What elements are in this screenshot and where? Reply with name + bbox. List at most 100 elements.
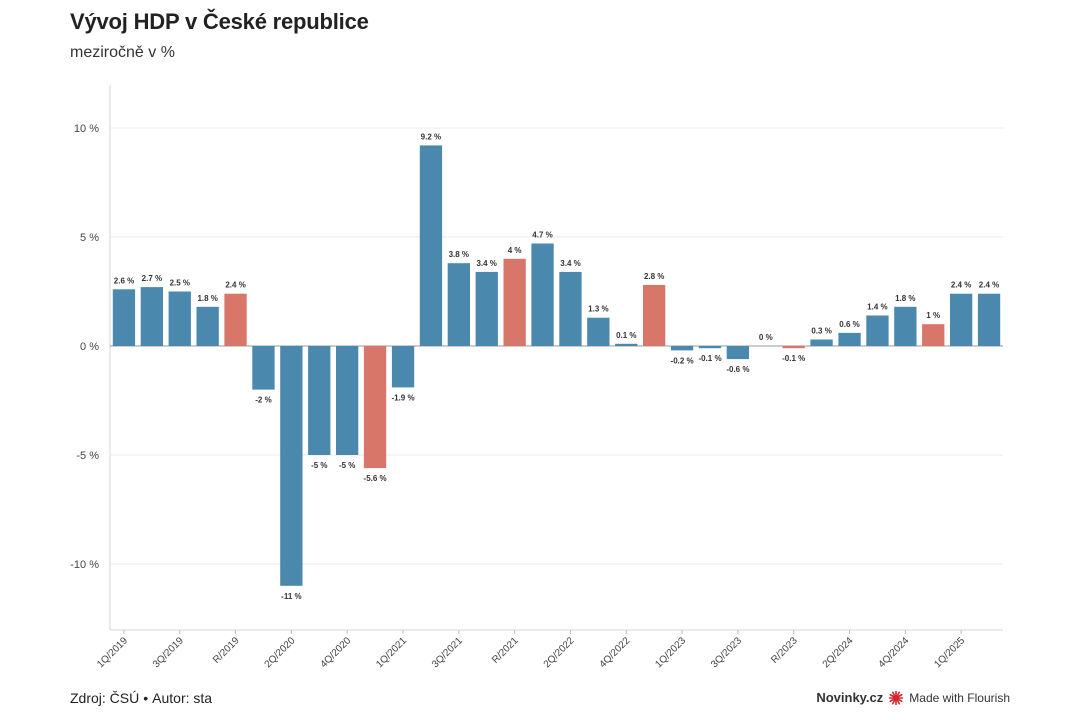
y-tick-label: -10 % <box>70 559 99 571</box>
x-tick-label: 2Q/2024 <box>821 635 856 670</box>
x-tick-label: 4Q/2024 <box>877 635 912 670</box>
data-label: 1 % <box>926 311 940 320</box>
data-label: 0.1 % <box>616 331 636 340</box>
data-label: 1.4 % <box>867 303 887 312</box>
data-label: -0.1 % <box>782 354 805 363</box>
data-labels: 2.6 % 2.7 % 2.5 % 1.8 % 2.4 % -2 % -11 % -5 % -5… <box>114 132 999 600</box>
bar-quarter[interactable] <box>866 315 889 347</box>
source-text: Zdroj: ČSÚ <box>70 690 140 706</box>
bar-quarter[interactable] <box>308 346 331 455</box>
data-label: 2.7 % <box>142 274 162 283</box>
x-tick-label: 2Q/2022 <box>542 635 577 670</box>
bar-quarter[interactable] <box>810 339 833 347</box>
bar-quarter[interactable] <box>252 346 275 390</box>
bar-quarter[interactable] <box>140 287 163 346</box>
bar-annual[interactable] <box>643 285 666 346</box>
data-label: -11 % <box>281 592 301 601</box>
data-label: 1.8 % <box>895 294 915 303</box>
bar-quarter[interactable] <box>475 271 498 346</box>
y-tick-label: 0 % <box>80 341 99 353</box>
data-label: 9.2 % <box>421 132 441 141</box>
data-label: 3.4 % <box>476 259 496 268</box>
x-tick-label: 1Q/2025 <box>932 635 967 670</box>
bar-quarter[interactable] <box>950 293 973 346</box>
source-note: Zdroj: ČSÚ • Autor: sta <box>70 690 212 706</box>
x-tick-label: R/2019 <box>211 635 242 666</box>
bar-quarter[interactable] <box>587 317 610 346</box>
bar-quarter[interactable] <box>280 346 303 586</box>
bar-quarter[interactable] <box>977 293 1001 346</box>
bar-quarter[interactable] <box>447 263 470 346</box>
bar-quarter[interactable] <box>615 343 638 346</box>
data-label: 0.6 % <box>839 320 859 329</box>
y-tick-label: 10 % <box>74 123 99 135</box>
x-tick-label: R/2021 <box>490 635 521 666</box>
data-label: 2.6 % <box>114 276 134 285</box>
data-label: -0.1 % <box>698 354 721 363</box>
chart-subtitle: meziročně v % <box>70 44 175 61</box>
y-tick-label: 5 % <box>80 232 99 244</box>
bar-annual[interactable] <box>224 293 247 346</box>
bar-annual[interactable] <box>363 346 387 469</box>
bar-quarter[interactable] <box>838 332 861 346</box>
data-label: 3.4 % <box>560 259 580 268</box>
made-with-flourish-link[interactable]: Made with Flourish <box>909 690 1010 705</box>
data-label: 2.8 % <box>644 272 664 281</box>
x-tick-label: 1Q/2021 <box>374 635 409 670</box>
bar-quarter[interactable] <box>112 289 136 346</box>
data-label: 4 % <box>508 246 522 255</box>
separator-dot: • <box>143 690 149 706</box>
x-axis-ticks: 1Q/2019 3Q/2019 R/2019 2Q/2020 4Q/2020 1Q/202… <box>95 630 968 670</box>
bar-quarter[interactable] <box>670 346 694 351</box>
bar-quarter[interactable] <box>419 145 443 346</box>
bars <box>112 145 1001 586</box>
data-label: 0.3 % <box>811 327 831 336</box>
x-tick-label: R/2023 <box>769 635 800 666</box>
bar-quarter[interactable] <box>336 346 359 455</box>
y-tick-label: -5 % <box>76 450 99 462</box>
bar-quarter[interactable] <box>559 271 582 346</box>
x-tick-label: 3Q/2021 <box>430 635 465 670</box>
bar-annual[interactable] <box>782 346 805 349</box>
author-text: Autor: sta <box>152 690 213 706</box>
data-label: 2.4 % <box>979 281 999 290</box>
flourish-icon-center <box>893 695 899 700</box>
data-label: -5 % <box>339 461 355 470</box>
bar-quarter[interactable] <box>391 346 415 388</box>
bar-quarter[interactable] <box>698 346 722 349</box>
data-label: 3.8 % <box>449 250 469 259</box>
x-tick-label: 2Q/2020 <box>263 635 298 670</box>
bar-quarter[interactable] <box>726 346 749 360</box>
bar-quarter[interactable] <box>894 306 917 346</box>
data-label: 2.4 % <box>225 281 245 290</box>
gridlines <box>109 85 1003 631</box>
data-label: 0 % <box>759 333 773 342</box>
x-tick-label: 1Q/2019 <box>95 635 130 670</box>
data-label: 2.4 % <box>951 281 971 290</box>
x-tick-label: 4Q/2022 <box>598 635 633 670</box>
x-tick-label: 3Q/2019 <box>151 635 186 670</box>
data-label: 4.7 % <box>532 231 552 240</box>
flourish-icon <box>889 690 904 705</box>
data-label: -5.6 % <box>364 474 387 483</box>
chart-title: Vývoj HDP v České republice <box>70 9 369 34</box>
x-tick-label: 4Q/2020 <box>318 635 353 670</box>
bar-quarter[interactable] <box>531 243 554 347</box>
bar-annual[interactable] <box>922 324 945 346</box>
data-label: -2 % <box>255 396 271 405</box>
credits: Novinky.cz Made with Flourish <box>816 690 1010 705</box>
data-label: -5 % <box>311 461 327 470</box>
x-tick-label: 1Q/2023 <box>653 635 688 670</box>
bar-quarter[interactable] <box>168 291 191 347</box>
data-label: 1.3 % <box>588 305 608 314</box>
brand-logo[interactable]: Novinky.cz <box>816 690 884 705</box>
y-axis-ticks: 10 % 5 % 0 % -5 % -10 % <box>70 123 99 571</box>
x-tick-label: 3Q/2023 <box>709 635 744 670</box>
data-label: 1.8 % <box>197 294 217 303</box>
data-label: -0.2 % <box>671 356 694 365</box>
data-label: -1.9 % <box>391 393 414 402</box>
data-label: 2.5 % <box>170 279 190 288</box>
bar-annual[interactable] <box>503 258 526 346</box>
bar-quarter[interactable] <box>196 306 219 346</box>
